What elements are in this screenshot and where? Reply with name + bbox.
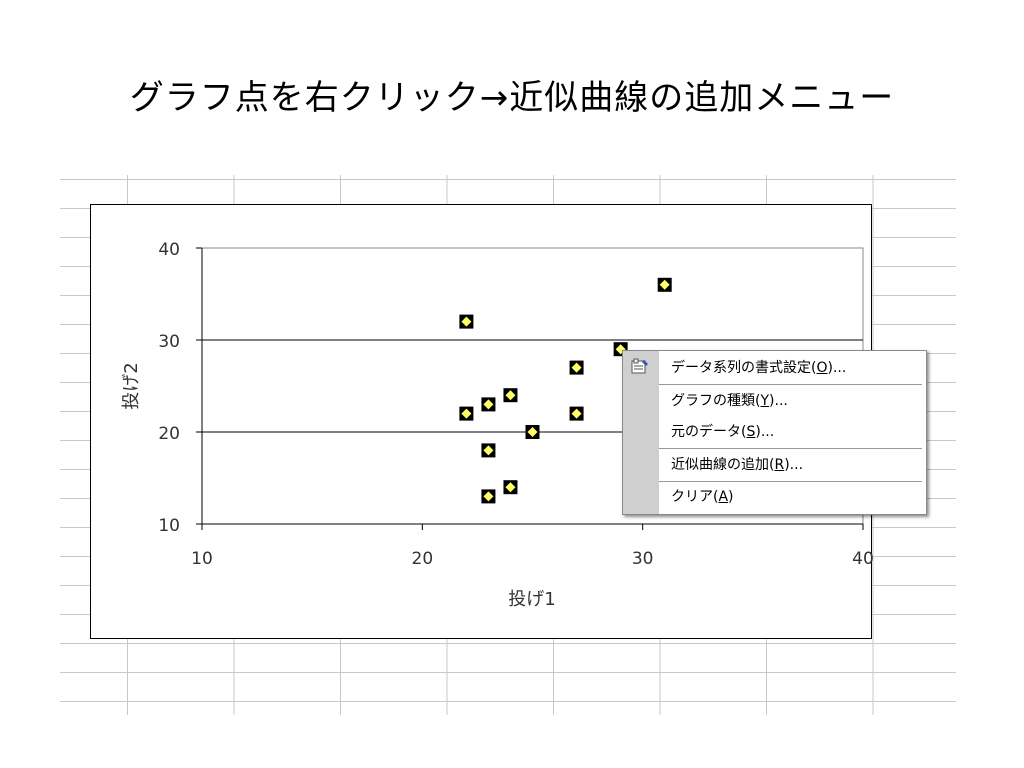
data-point[interactable] bbox=[481, 397, 496, 412]
menu-item-source-data[interactable]: 元のデータ(S)... bbox=[659, 418, 926, 446]
menu-item-label: クリア( bbox=[671, 489, 719, 505]
data-point[interactable] bbox=[503, 480, 518, 495]
data-point[interactable] bbox=[569, 360, 584, 375]
menu-item-chart-type[interactable]: グラフの種類(Y)... bbox=[659, 387, 926, 415]
menu-item-suffix: )... bbox=[827, 360, 847, 376]
menu-item-mnemonic: Y bbox=[760, 393, 770, 409]
data-point[interactable] bbox=[525, 425, 540, 439]
menu-item-mnemonic: S bbox=[746, 424, 756, 440]
menu-icon-gutter bbox=[623, 351, 659, 514]
menu-item-suffix: )... bbox=[769, 393, 788, 409]
x-axis-title: 投げ1 bbox=[508, 589, 555, 610]
x-tick-label: 30 bbox=[632, 549, 654, 569]
data-point[interactable] bbox=[503, 388, 518, 403]
context-menu: データ系列の書式設定(O)... グラフの種類(Y)... 元のデータ(S)..… bbox=[622, 350, 927, 515]
y-tick-label: 40 bbox=[158, 240, 180, 260]
y-tick-label: 30 bbox=[158, 332, 180, 352]
menu-item-label: グラフの種類( bbox=[671, 393, 761, 409]
y-tick-label: 20 bbox=[158, 424, 180, 444]
menu-item-format-data-series[interactable]: データ系列の書式設定(O)... bbox=[659, 354, 926, 382]
menu-item-label: 元のデータ( bbox=[671, 424, 747, 440]
data-point[interactable] bbox=[569, 406, 584, 421]
menu-item-label: 近似曲線の追加( bbox=[671, 457, 775, 473]
menu-item-mnemonic: O bbox=[816, 360, 828, 376]
menu-item-add-trendline[interactable]: 近似曲線の追加(R)... bbox=[659, 451, 926, 479]
menu-item-clear[interactable]: クリア(A) bbox=[659, 483, 926, 511]
menu-item-mnemonic: A bbox=[718, 489, 729, 505]
data-point[interactable] bbox=[481, 489, 496, 504]
menu-item-label: データ系列の書式設定( bbox=[671, 360, 817, 376]
format-data-series-icon bbox=[631, 358, 648, 374]
data-point[interactable] bbox=[459, 314, 474, 329]
menu-item-suffix: )... bbox=[755, 424, 775, 440]
menu-separator bbox=[659, 481, 922, 482]
y-axis-title: 投げ2 bbox=[121, 362, 142, 409]
menu-item-suffix: ) bbox=[728, 489, 734, 505]
x-tick-label: 10 bbox=[191, 549, 213, 569]
data-point[interactable] bbox=[481, 443, 496, 458]
menu-separator bbox=[659, 448, 922, 449]
slide-title: グラフ点を右クリック→近似曲線の追加メニュー bbox=[129, 78, 895, 118]
data-point[interactable] bbox=[657, 277, 672, 292]
x-tick-label: 40 bbox=[852, 549, 873, 569]
menu-separator bbox=[659, 384, 922, 385]
data-point[interactable] bbox=[459, 406, 474, 421]
menu-item-suffix: )... bbox=[784, 457, 804, 473]
menu-item-mnemonic: R bbox=[774, 457, 785, 473]
y-tick-label: 10 bbox=[158, 516, 180, 536]
x-tick-label: 20 bbox=[412, 549, 434, 569]
